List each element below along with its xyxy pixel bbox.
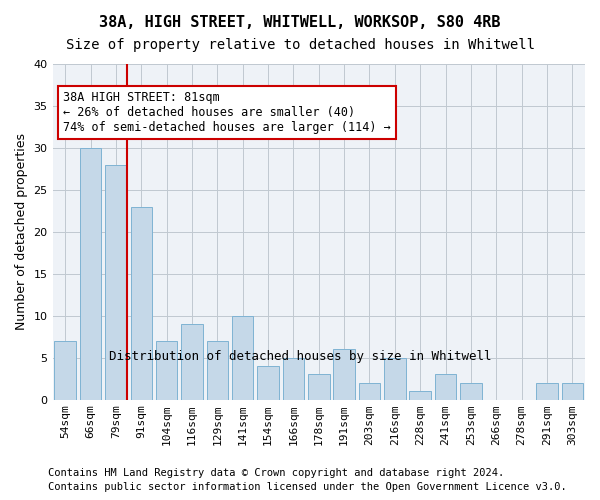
Bar xyxy=(562,383,583,400)
Bar xyxy=(131,206,152,400)
Bar xyxy=(181,324,203,400)
Bar xyxy=(232,316,253,400)
Bar xyxy=(435,374,457,400)
Bar xyxy=(359,383,380,400)
Bar xyxy=(283,358,304,400)
Text: Distribution of detached houses by size in Whitwell: Distribution of detached houses by size … xyxy=(109,350,491,363)
Text: 38A, HIGH STREET, WHITWELL, WORKSOP, S80 4RB: 38A, HIGH STREET, WHITWELL, WORKSOP, S80… xyxy=(99,15,501,30)
Bar xyxy=(156,341,178,400)
Bar xyxy=(308,374,329,400)
Text: Contains HM Land Registry data © Crown copyright and database right 2024.: Contains HM Land Registry data © Crown c… xyxy=(48,468,504,477)
Bar xyxy=(334,350,355,400)
Bar xyxy=(55,341,76,400)
Bar xyxy=(206,341,228,400)
Bar xyxy=(384,358,406,400)
Text: 38A HIGH STREET: 81sqm
← 26% of detached houses are smaller (40)
74% of semi-det: 38A HIGH STREET: 81sqm ← 26% of detached… xyxy=(63,91,391,134)
Bar xyxy=(409,391,431,400)
Bar xyxy=(80,148,101,400)
Bar xyxy=(536,383,558,400)
Bar xyxy=(460,383,482,400)
Text: Size of property relative to detached houses in Whitwell: Size of property relative to detached ho… xyxy=(65,38,535,52)
Y-axis label: Number of detached properties: Number of detached properties xyxy=(15,134,28,330)
Bar xyxy=(105,164,127,400)
Text: Contains public sector information licensed under the Open Government Licence v3: Contains public sector information licen… xyxy=(48,482,567,492)
Bar xyxy=(257,366,279,400)
